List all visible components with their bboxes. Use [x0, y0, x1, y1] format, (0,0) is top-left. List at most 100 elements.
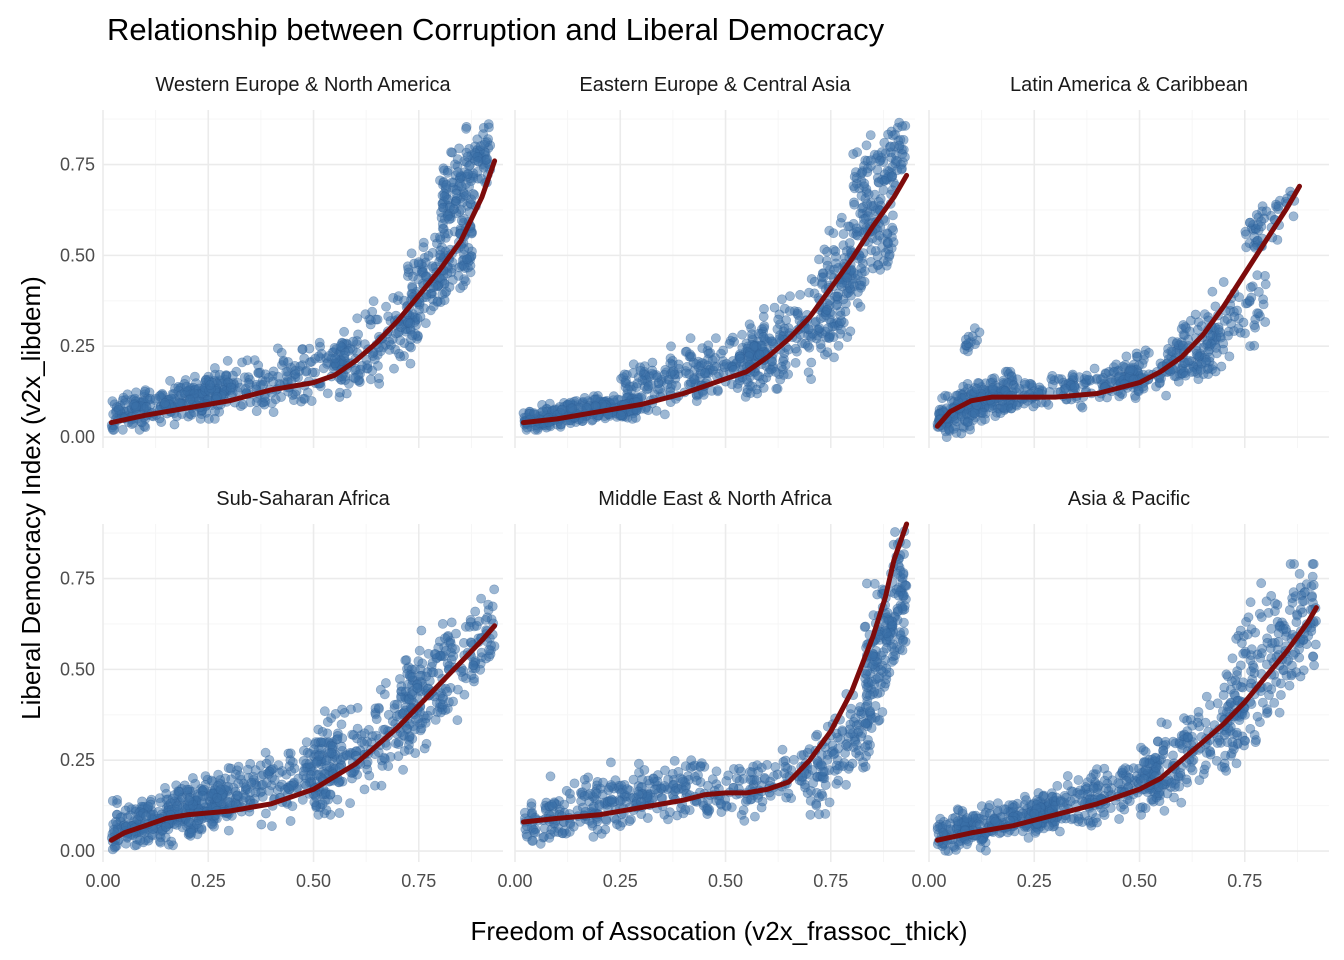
data-point: [762, 760, 772, 770]
data-point: [856, 190, 867, 201]
data-point: [608, 395, 619, 405]
data-point: [862, 666, 873, 677]
data-point: [418, 242, 429, 253]
data-point: [546, 799, 557, 810]
data-point: [452, 154, 463, 164]
facet-panels: Western Europe & North America0.000.250.…: [60, 74, 1329, 891]
data-point: [900, 580, 911, 591]
data-point: [731, 773, 742, 784]
data-point: [588, 801, 599, 812]
data-point: [416, 625, 427, 636]
data-point: [1200, 357, 1211, 368]
data-point: [300, 779, 310, 789]
data-point: [1069, 382, 1080, 393]
data-point: [896, 164, 907, 175]
data-point: [235, 770, 245, 781]
chart-title: Relationship between Corruption and Libe…: [107, 12, 885, 47]
data-point: [859, 276, 870, 287]
data-point: [686, 351, 697, 362]
data-point: [697, 343, 708, 353]
data-point: [763, 367, 774, 378]
x-tick-label: 0.50: [708, 871, 743, 891]
data-point: [1155, 377, 1165, 388]
data-point: [814, 323, 825, 333]
data-point: [565, 788, 575, 799]
data-point: [154, 793, 165, 804]
data-point: [738, 805, 749, 815]
data-point: [619, 369, 630, 380]
data-point: [169, 419, 180, 430]
data-point: [335, 341, 346, 351]
data-point: [941, 819, 952, 830]
data-point: [1207, 286, 1218, 297]
data-point: [606, 794, 617, 805]
facet-strip-label: Eastern Europe & Central Asia: [579, 74, 851, 96]
data-point: [487, 601, 498, 612]
data-point: [526, 798, 537, 808]
smooth-trend-line: [108, 158, 498, 426]
data-point: [691, 775, 702, 786]
data-point: [441, 179, 452, 190]
data-point: [287, 801, 298, 812]
data-point: [209, 363, 220, 373]
data-point: [222, 355, 233, 366]
data-point: [461, 254, 472, 264]
data-point: [696, 758, 707, 768]
data-point: [1249, 340, 1260, 351]
data-point: [184, 817, 194, 827]
data-point: [420, 271, 431, 282]
data-point: [171, 820, 182, 830]
data-point: [1229, 311, 1240, 322]
data-point: [815, 339, 826, 350]
data-point: [356, 737, 367, 747]
data-point: [117, 424, 128, 435]
data-point: [434, 232, 445, 243]
data-point: [817, 279, 827, 290]
facet-panel: Latin America & Caribbean: [928, 74, 1329, 448]
data-point: [1166, 346, 1177, 356]
data-point: [1199, 309, 1210, 320]
data-point: [1043, 399, 1054, 410]
data-point: [281, 366, 292, 377]
data-point: [622, 784, 633, 794]
data-point: [727, 332, 738, 343]
data-point: [744, 351, 754, 362]
data-point: [860, 742, 871, 753]
data-point: [476, 593, 486, 604]
data-point: [1060, 383, 1071, 394]
data-point: [251, 406, 262, 416]
data-point: [245, 787, 255, 798]
data-point: [379, 752, 389, 763]
data-point: [301, 737, 312, 747]
data-point: [744, 319, 755, 330]
y-tick-label: 0.50: [60, 659, 95, 679]
data-point: [371, 714, 382, 725]
data-point: [1137, 358, 1148, 369]
data-point: [971, 383, 982, 394]
data-point: [435, 250, 445, 260]
data-point: [841, 246, 852, 257]
y-tick-label: 0.75: [60, 569, 95, 589]
data-point: [572, 805, 583, 816]
data-point: [1078, 379, 1089, 390]
data-point: [680, 761, 691, 771]
data-point: [461, 190, 472, 201]
data-point: [192, 819, 202, 829]
data-point: [155, 837, 166, 848]
data-point: [1245, 282, 1256, 293]
data-point: [423, 250, 434, 261]
data-point: [352, 313, 363, 324]
data-point: [405, 318, 416, 329]
data-point: [751, 384, 762, 395]
data-point: [314, 337, 325, 348]
x-tick-label: 0.75: [401, 871, 436, 891]
data-point: [442, 686, 453, 697]
data-point: [1218, 277, 1229, 287]
data-point: [367, 365, 378, 376]
data-point: [1260, 317, 1271, 327]
data-point: [715, 798, 726, 809]
data-point: [1089, 363, 1100, 374]
data-point: [948, 423, 959, 434]
data-point: [451, 188, 462, 199]
data-point: [874, 156, 885, 166]
